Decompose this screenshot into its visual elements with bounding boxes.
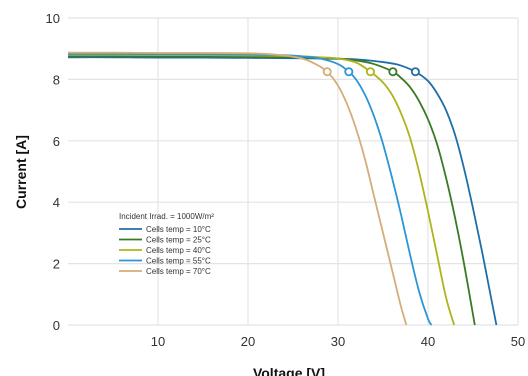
- x-tick-label: 30: [331, 334, 345, 349]
- x-tick-label: 10: [151, 334, 165, 349]
- legend-title: Incident Irrad. = 1000W/m²: [119, 212, 214, 221]
- mpp-marker-4: [322, 67, 332, 77]
- legend-label-1: Cells temp = 25°C: [146, 236, 211, 245]
- legend-label-4: Cells temp = 70°C: [146, 267, 211, 276]
- mpp-marker-1: [388, 67, 398, 77]
- mpp-marker-3: [344, 67, 354, 77]
- y-tick-label: 10: [46, 11, 60, 26]
- y-tick-label: 4: [53, 195, 60, 210]
- series-line-4: [67, 51, 408, 326]
- series-line-1: [67, 55, 476, 326]
- mpp-markers: [322, 67, 420, 77]
- mpp-marker-0: [410, 67, 420, 77]
- x-tick-label: 20: [241, 334, 255, 349]
- series-line-3: [67, 52, 433, 326]
- series-line-0: [67, 56, 498, 326]
- series-lines: [67, 51, 498, 326]
- legend-label-2: Cells temp = 40°C: [146, 246, 211, 255]
- y-axis-title: Current [A]: [13, 135, 29, 209]
- x-tick-label: 40: [421, 334, 435, 349]
- mpp-marker-2: [365, 67, 375, 77]
- y-tick-label: 6: [53, 134, 60, 149]
- x-axis-title: Voltage [V]: [253, 365, 325, 376]
- legend: Incident Irrad. = 1000W/m² Cells temp = …: [119, 212, 214, 276]
- legend-label-0: Cells temp = 10°C: [146, 225, 211, 234]
- x-axis-ticks: 10 20 30 40 50: [151, 334, 525, 349]
- y-axis-ticks: 0 2 4 6 8 10: [46, 11, 60, 333]
- x-tick-label: 50: [511, 334, 525, 349]
- y-tick-label: 2: [53, 257, 60, 272]
- y-tick-label: 8: [53, 72, 60, 87]
- grid: [68, 17, 519, 326]
- legend-label-3: Cells temp = 55°C: [146, 257, 211, 266]
- y-tick-label: 0: [53, 318, 60, 333]
